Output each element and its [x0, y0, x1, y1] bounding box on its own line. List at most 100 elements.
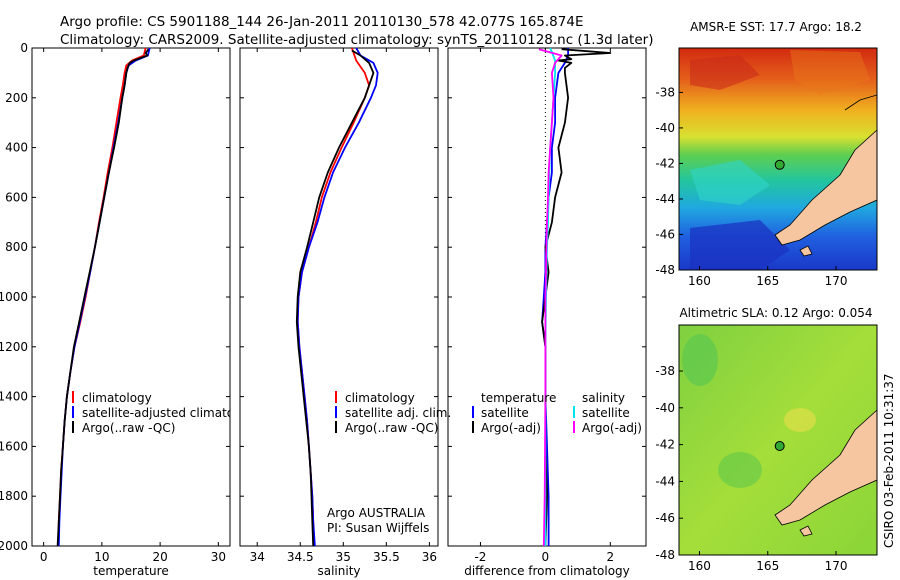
lon-tick-label: 170	[825, 559, 848, 573]
sst-cold-patch	[690, 220, 790, 270]
y-tick-label: 800	[5, 240, 28, 254]
temperature-tick-labels: 0 10 20 30	[40, 48, 226, 564]
y-tick-label: 400	[5, 141, 28, 155]
salinity-legend: climatology satellite adj. clim. Argo(..…	[335, 391, 451, 435]
legend-label-argo: Argo(..raw -QC)	[82, 421, 175, 435]
lon-tick-label: 165	[756, 559, 779, 573]
sla-map: Altimetric SLA: 0.12 Argo: 0.054 -38-40-…	[655, 306, 878, 573]
sst-land-stewart-island	[799, 245, 813, 257]
legend-label-temp-argo: Argo(-adj)	[481, 421, 541, 435]
salinity-tick-labels: 34 34.5 35 35.5 36	[240, 47, 438, 564]
x-tick-label: 30	[211, 550, 226, 564]
annotation-pi: PI: Susan Wijffels	[327, 521, 429, 535]
lat-tick-label: -44	[655, 192, 675, 206]
difference-legend: temperature satellite Argo(-adj) salinit…	[472, 391, 642, 435]
legend-label-temp-satellite: satellite	[481, 406, 529, 420]
series-line	[57, 47, 151, 547]
x-tick-label: 35	[336, 550, 351, 564]
salinity-series	[295, 47, 379, 547]
sst-bathymetry-contour	[844, 94, 877, 111]
lat-tick-label: -48	[655, 548, 675, 562]
sla-map-title: Altimetric SLA: 0.12 Argo: 0.054	[679, 306, 872, 320]
x-tick-label: 35.5	[373, 550, 400, 564]
x-tick-label: 10	[94, 550, 109, 564]
legend-label-climatology: climatology	[345, 391, 415, 405]
y-tick-label: 1800	[0, 489, 28, 503]
legend-label-satellite-clip: satellite-adjusted climatology	[82, 406, 230, 420]
x-tick-label: -2	[474, 550, 486, 564]
legend-label-climatology: climatology	[82, 391, 152, 405]
sst-lon-tick-labels: 160 165 170	[688, 266, 847, 288]
x-tick-label: 0	[40, 550, 48, 564]
legend-label-satellite: satellite adj. clim.	[345, 406, 451, 420]
sst-warm-patch-2	[790, 50, 870, 95]
legend-header-temperature: temperature	[481, 391, 556, 405]
y-tick-label: 0	[20, 41, 28, 55]
legend-header-salinity: salinity	[582, 391, 625, 405]
argo-float-marker	[774, 441, 785, 452]
y-tick-label: 200	[5, 91, 28, 105]
sla-map-frame	[678, 324, 878, 556]
difference-xlabel: difference from climatology	[464, 564, 630, 578]
sst-map-frame	[678, 47, 878, 271]
argo-float-marker	[774, 159, 785, 170]
lat-tick-label: -46	[655, 511, 675, 525]
sla-lon-tick-labels: 160 165 170	[688, 551, 847, 573]
series-line	[295, 49, 375, 547]
x-tick-label: 36	[422, 550, 437, 564]
lat-tick-label: -38	[655, 85, 675, 99]
x-tick-label: 34	[250, 550, 265, 564]
sla-high-patch	[784, 408, 816, 432]
x-tick-label: 34.5	[287, 550, 314, 564]
header-line-1: Argo profile: CS 5901188_144 26-Jan-2011…	[60, 14, 583, 30]
sla-low-patch	[682, 334, 718, 386]
lat-tick-label: -48	[655, 263, 675, 277]
sst-warm-patch	[690, 55, 760, 90]
side-timestamp: CSIRO 03-Feb-2011 10:31:37	[882, 373, 896, 548]
lat-tick-label: -38	[655, 364, 675, 378]
difference-series	[538, 47, 612, 547]
header-line-2: Climatology: CARS2009. Satellite-adjuste…	[60, 32, 653, 48]
sst-lat-tick-labels: -38 -40 -42 -44 -46 -48	[655, 85, 683, 277]
sla-low-patch-2	[718, 452, 762, 488]
sla-land-stewart-island	[799, 525, 813, 537]
x-tick-label: 0	[542, 550, 550, 564]
series-line	[538, 48, 563, 547]
temperature-series	[56, 47, 151, 547]
sla-lat-tick-labels: -38 -40 -42 -44 -46 -48	[655, 364, 683, 562]
sst-land-south-island	[774, 129, 877, 246]
sla-land-south-island	[774, 409, 877, 526]
x-tick-label: 20	[152, 550, 167, 564]
lat-tick-label: -42	[655, 156, 675, 170]
sst-map-title: AMSR-E SST: 17.7 Argo: 18.2	[690, 20, 862, 34]
y-tick-label: 1000	[0, 290, 28, 304]
temperature-panel: 0 200 400 600 800 1000 1200 1400 1600 1800 2000 0 1…	[0, 41, 231, 578]
lon-tick-label: 160	[688, 559, 711, 573]
salinity-panel: 34 34.5 35 35.5 36 salinity climatology sate…	[239, 47, 451, 578]
lon-tick-label: 165	[756, 274, 779, 288]
lat-tick-label: -40	[655, 121, 675, 135]
annotation-argo-australia: Argo AUSTRALIA	[327, 506, 426, 520]
salinity-xlabel: salinity	[317, 564, 360, 578]
sst-cool-patch	[690, 160, 770, 205]
legend-label-sal-satellite: satellite	[582, 406, 630, 420]
y-tick-label: 1600	[0, 439, 28, 453]
temperature-xlabel: temperature	[93, 564, 168, 578]
difference-panel: -2 0 2 difference from climatology tempera…	[447, 47, 647, 578]
lon-tick-label: 160	[688, 274, 711, 288]
series-line	[57, 47, 147, 547]
y-tick-label: 1200	[0, 340, 28, 354]
lat-tick-label: -42	[655, 438, 675, 452]
lat-tick-label: -40	[655, 401, 675, 415]
lat-tick-label: -44	[655, 474, 675, 488]
series-line	[56, 48, 150, 547]
legend-label-argo: Argo(..raw -QC)	[345, 421, 438, 435]
depth-tick-labels: 0 200 400 600 800 1000 1200 1400 1600 1800 2000	[0, 41, 230, 553]
temperature-legend: climatology satellite-adjusted climatolo…	[72, 391, 230, 435]
salinity-axes-box	[239, 47, 439, 547]
x-tick-label: 2	[606, 550, 614, 564]
sst-map: AMSR-E SST: 17.7 Argo: 18.2 -38 -40 -42 -44…	[655, 20, 878, 288]
y-tick-label: 600	[5, 190, 28, 204]
lat-tick-label: -46	[655, 227, 675, 241]
